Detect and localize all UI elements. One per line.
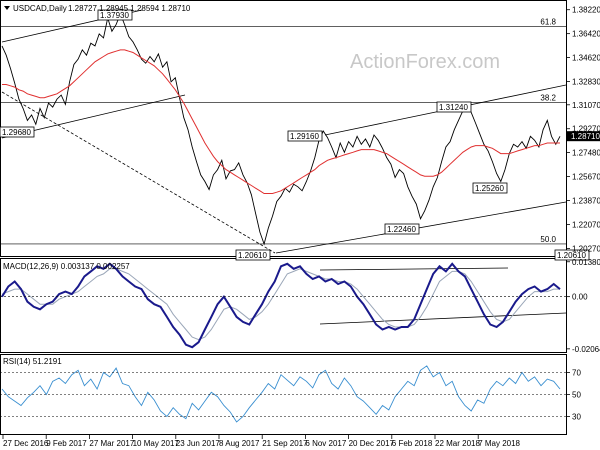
- y-tick-label: 1.27480: [572, 149, 600, 158]
- annotation-label: 1.31240: [439, 103, 468, 112]
- x-tick-label: 6 Feb 2018: [392, 439, 433, 448]
- annotation-label: 1.37930: [100, 11, 129, 20]
- x-tick-label: 10 May 2017: [133, 439, 180, 448]
- current-price-marker: [567, 131, 600, 142]
- macd-panel-frame: [0, 258, 567, 353]
- annotation-label: 1.25260: [475, 184, 504, 193]
- macd-y-axis: 0.013802 0.00 -0.020648: [0, 258, 600, 354]
- macd-bottom-line: [319, 312, 567, 325]
- x-tick-label: 22 Mar 2018: [435, 439, 480, 448]
- annotation-box: [436, 101, 472, 113]
- fib-levels: 61.8 38.2 50.0: [0, 18, 566, 245]
- x-tick-label: 8 Aug 2017: [219, 439, 260, 448]
- x-tick-label: 6 Nov 2017: [305, 439, 346, 448]
- y-tick-label: -0.020648: [572, 345, 600, 354]
- fib-label: 38.2: [540, 93, 556, 102]
- y-tick-label: 1.22070: [572, 220, 600, 229]
- y-tick-label: 1.29270: [572, 125, 600, 134]
- rsi-title: RSI(14) 51.2191: [3, 357, 62, 366]
- y-tick-label: 1.34620: [572, 54, 600, 63]
- x-tick-label: 20 Dec 2017: [349, 439, 395, 448]
- annotation-label: 1.29160: [290, 132, 319, 141]
- rsi-y-axis: 70 50 30: [0, 369, 581, 422]
- y-tick-label: 0.013802: [572, 258, 600, 267]
- fib-label: 61.8: [540, 18, 556, 27]
- y-tick-label: 1.31070: [572, 101, 600, 110]
- series-macd: [1, 262, 561, 349]
- dropdown-triangle-icon: [4, 6, 10, 10]
- y-tick-label: 1.23870: [572, 197, 600, 206]
- annotation-label: 1.20610: [238, 251, 267, 260]
- annotation-box: [287, 130, 323, 142]
- y-tick-label: 1.38220: [572, 6, 600, 15]
- price-annotations: 1.37930 1.29680 1.29160 1.31240 1.25260 1.224…: [0, 9, 590, 261]
- current-price-label: 1.28710: [571, 132, 600, 141]
- x-tick-label: 23 Jun 2017: [176, 439, 221, 448]
- annotation-box: [235, 249, 271, 261]
- series-rsi: [1, 365, 561, 423]
- y-tick-label: 1.25670: [572, 173, 600, 182]
- watermark: ActionForex.com: [350, 51, 500, 73]
- fib-label: 50.0: [540, 235, 556, 244]
- x-tick-label: 27 Dec 2016: [3, 439, 49, 448]
- macd-series: [1, 262, 561, 349]
- dashed-trendline: [1, 91, 276, 254]
- annotation-label: 1.22460: [387, 225, 416, 234]
- x-tick-label: 21 Sep 2017: [262, 439, 308, 448]
- x-tick-label: 7 May 2018: [478, 439, 520, 448]
- series-signal: [1, 268, 560, 341]
- annotation-label: 1.20610: [557, 251, 586, 260]
- annotation-box: [97, 9, 133, 21]
- annotation-box: [554, 249, 590, 261]
- annotation-label: 1.29680: [2, 128, 31, 137]
- y-tick-label: 0.00: [572, 293, 588, 302]
- y-tick-label: 30: [572, 413, 581, 422]
- symbol-label: USDCAD,Daily: [13, 4, 67, 13]
- y-tick-label: 1.20270: [572, 244, 600, 253]
- x-tick-label: 9 Feb 2017: [46, 439, 87, 448]
- price-y-axis: 1.38220 1.36420 1.34620 1.32830 1.31070 1.292…: [566, 6, 600, 253]
- lower-rising-channel: [275, 201, 567, 254]
- y-tick-label: 1.36420: [572, 30, 600, 39]
- series-moving-average: [2, 49, 560, 194]
- ohlc-label: 1.28727 1.28945 1.28594 1.28710: [68, 4, 191, 13]
- x-tick-label: 27 Mar 2017: [89, 439, 134, 448]
- macd-top-line: [319, 267, 509, 271]
- annotation-box: [472, 182, 508, 194]
- y-tick-label: 50: [572, 391, 581, 400]
- y-tick-label: 1.32830: [572, 77, 600, 86]
- macd-title: MACD(12,26,9) 0.003137 0.002257: [3, 262, 130, 271]
- rsi-series: [1, 365, 561, 423]
- y-tick-label: 70: [572, 369, 581, 378]
- annotation-box: [384, 223, 420, 235]
- annotation-box: [0, 126, 35, 138]
- price-title: USDCAD,Daily 1.28727 1.28945 1.28594 1.2…: [4, 4, 191, 13]
